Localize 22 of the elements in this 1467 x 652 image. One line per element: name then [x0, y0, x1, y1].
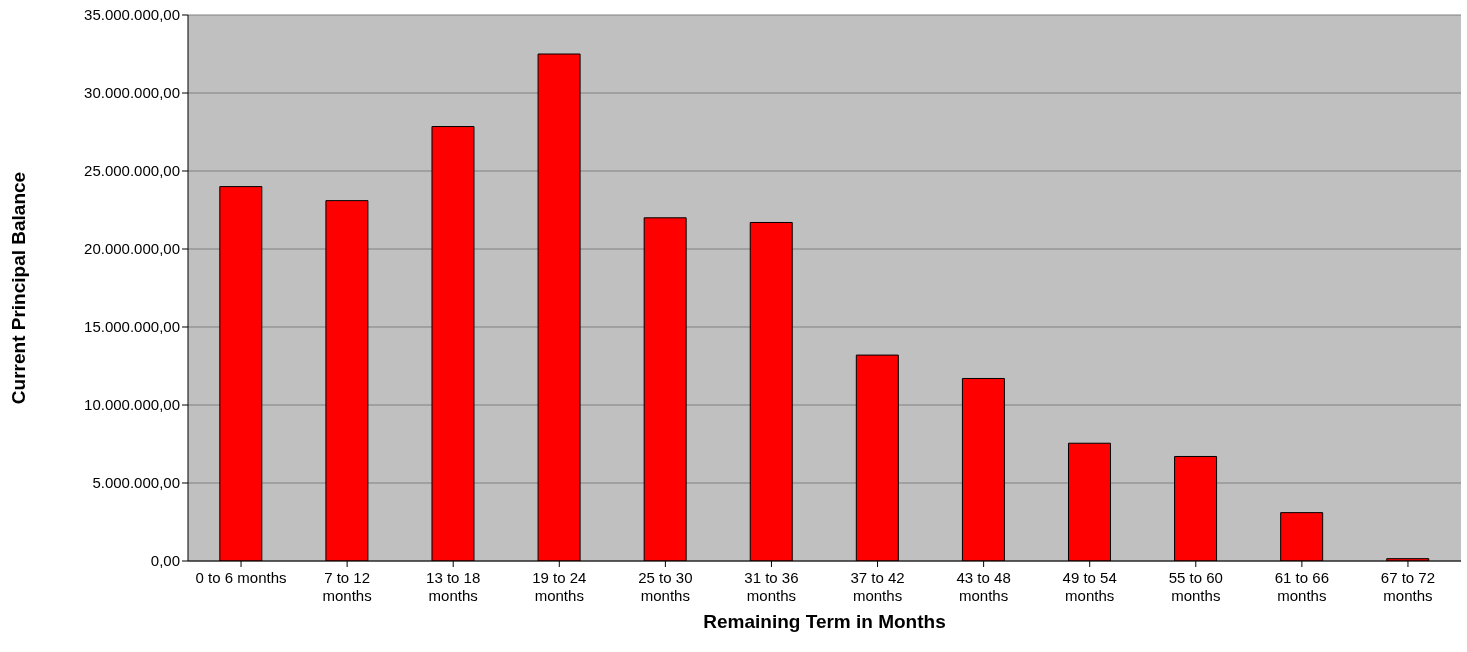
y-axis-title: Current Principal Balance	[7, 171, 29, 405]
x-tick-label: 55 to 60 months	[1168, 569, 1223, 604]
x-tick-label: 25 to 30 months	[638, 569, 693, 604]
y-tick-label: 10.000.000,00	[84, 396, 180, 414]
x-tick-label: 49 to 54 months	[1062, 569, 1117, 604]
x-axis-title: Remaining Term in Months	[703, 611, 946, 632]
y-tick-label: 15.000.000,00	[84, 318, 180, 336]
x-tick-label: 7 to 12 months	[322, 569, 372, 604]
x-tick-label: 0 to 6 months	[195, 569, 287, 586]
y-tick-label: 20.000.000,00	[84, 240, 180, 258]
y-tick-label: 5.000.000,00	[92, 474, 180, 492]
x-tick-label: 43 to 48 months	[956, 569, 1011, 604]
y-tick-label: 0,00	[150, 552, 180, 570]
y-tick-label: 30.000.000,00	[84, 84, 180, 102]
x-tick-label: 13 to 18 months	[426, 569, 481, 604]
x-tick-label: 67 to 72 months	[1380, 569, 1436, 604]
y-tick-label: 35.000.000,00	[84, 6, 180, 24]
x-tick-label: 19 to 24 months	[532, 569, 587, 604]
y-tick-label: 25.000.000,00	[84, 162, 180, 180]
x-tick-label: 31 to 36 months	[744, 569, 799, 604]
x-tick-label: 37 to 42 months	[850, 569, 905, 604]
x-tick-label: 61 to 66 months	[1274, 569, 1329, 604]
